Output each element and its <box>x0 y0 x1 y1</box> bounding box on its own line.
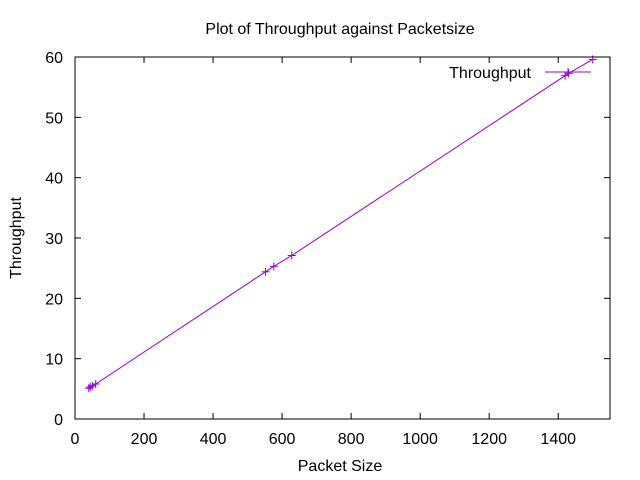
x-axis-title: Packet Size <box>298 458 383 475</box>
y-tick-label: 30 <box>45 231 63 248</box>
chart-title: Plot of Throughput against Packetsize <box>205 21 474 38</box>
x-tick-label: 1200 <box>471 431 507 448</box>
y-tick-label: 10 <box>45 352 63 369</box>
legend-label: Throughput <box>449 65 531 82</box>
axis-ticks: 0 200 400 600 800 1000 1200 1400 0 10 20 30 40 50 60 <box>45 50 610 448</box>
y-tick-label: 50 <box>45 110 63 127</box>
plot-frame <box>74 56 611 420</box>
data-point <box>269 262 278 271</box>
series-line <box>88 58 593 389</box>
x-tick-label: 400 <box>200 431 227 448</box>
data-point <box>287 251 296 260</box>
data-point <box>86 383 95 392</box>
data-point <box>88 381 97 390</box>
x-tick-label: 1000 <box>402 431 438 448</box>
x-tick-label: 600 <box>269 431 296 448</box>
x-tick-label: 200 <box>131 431 158 448</box>
legend-marker <box>564 68 572 76</box>
y-tick-label: 20 <box>45 291 63 308</box>
series-group <box>84 55 597 393</box>
data-point <box>91 380 100 389</box>
legend: Throughput <box>449 65 591 82</box>
y-axis-title: Throughput <box>8 197 25 279</box>
y-tick-label: 0 <box>54 412 63 429</box>
y-tick-label: 60 <box>45 50 63 67</box>
x-tick-label: 800 <box>338 431 365 448</box>
x-tick-label: 0 <box>71 431 80 448</box>
x-tick-label: 1400 <box>540 431 576 448</box>
data-point <box>261 267 270 276</box>
data-point <box>564 69 573 78</box>
y-tick-label: 40 <box>45 171 63 188</box>
